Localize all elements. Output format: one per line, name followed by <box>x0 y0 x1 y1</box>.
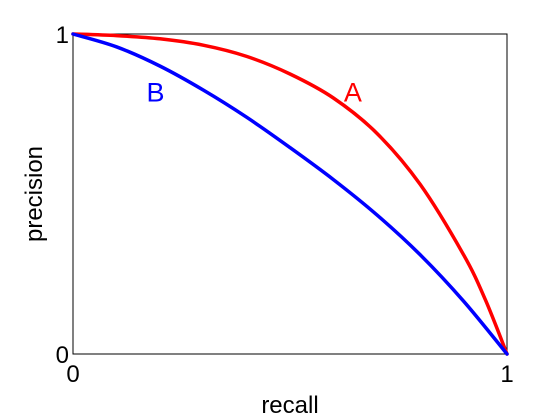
y-axis-label: precision <box>21 146 48 242</box>
x-tick-label: 1 <box>500 361 513 388</box>
y-tick-label: 1 <box>56 22 69 49</box>
x-tick-label: 0 <box>66 361 79 388</box>
y-tick-label: 0 <box>56 342 69 369</box>
x-axis-label: recall <box>261 392 318 419</box>
series-group <box>71 32 509 356</box>
plot-frame <box>72 33 508 355</box>
annotations-group: AB <box>146 78 361 108</box>
series-line-b <box>71 32 509 356</box>
series-label-b: B <box>146 78 164 108</box>
ticks-group: 0 1 0 1 <box>56 22 514 388</box>
series-line-a <box>71 32 509 356</box>
series-label-a: A <box>344 78 362 108</box>
